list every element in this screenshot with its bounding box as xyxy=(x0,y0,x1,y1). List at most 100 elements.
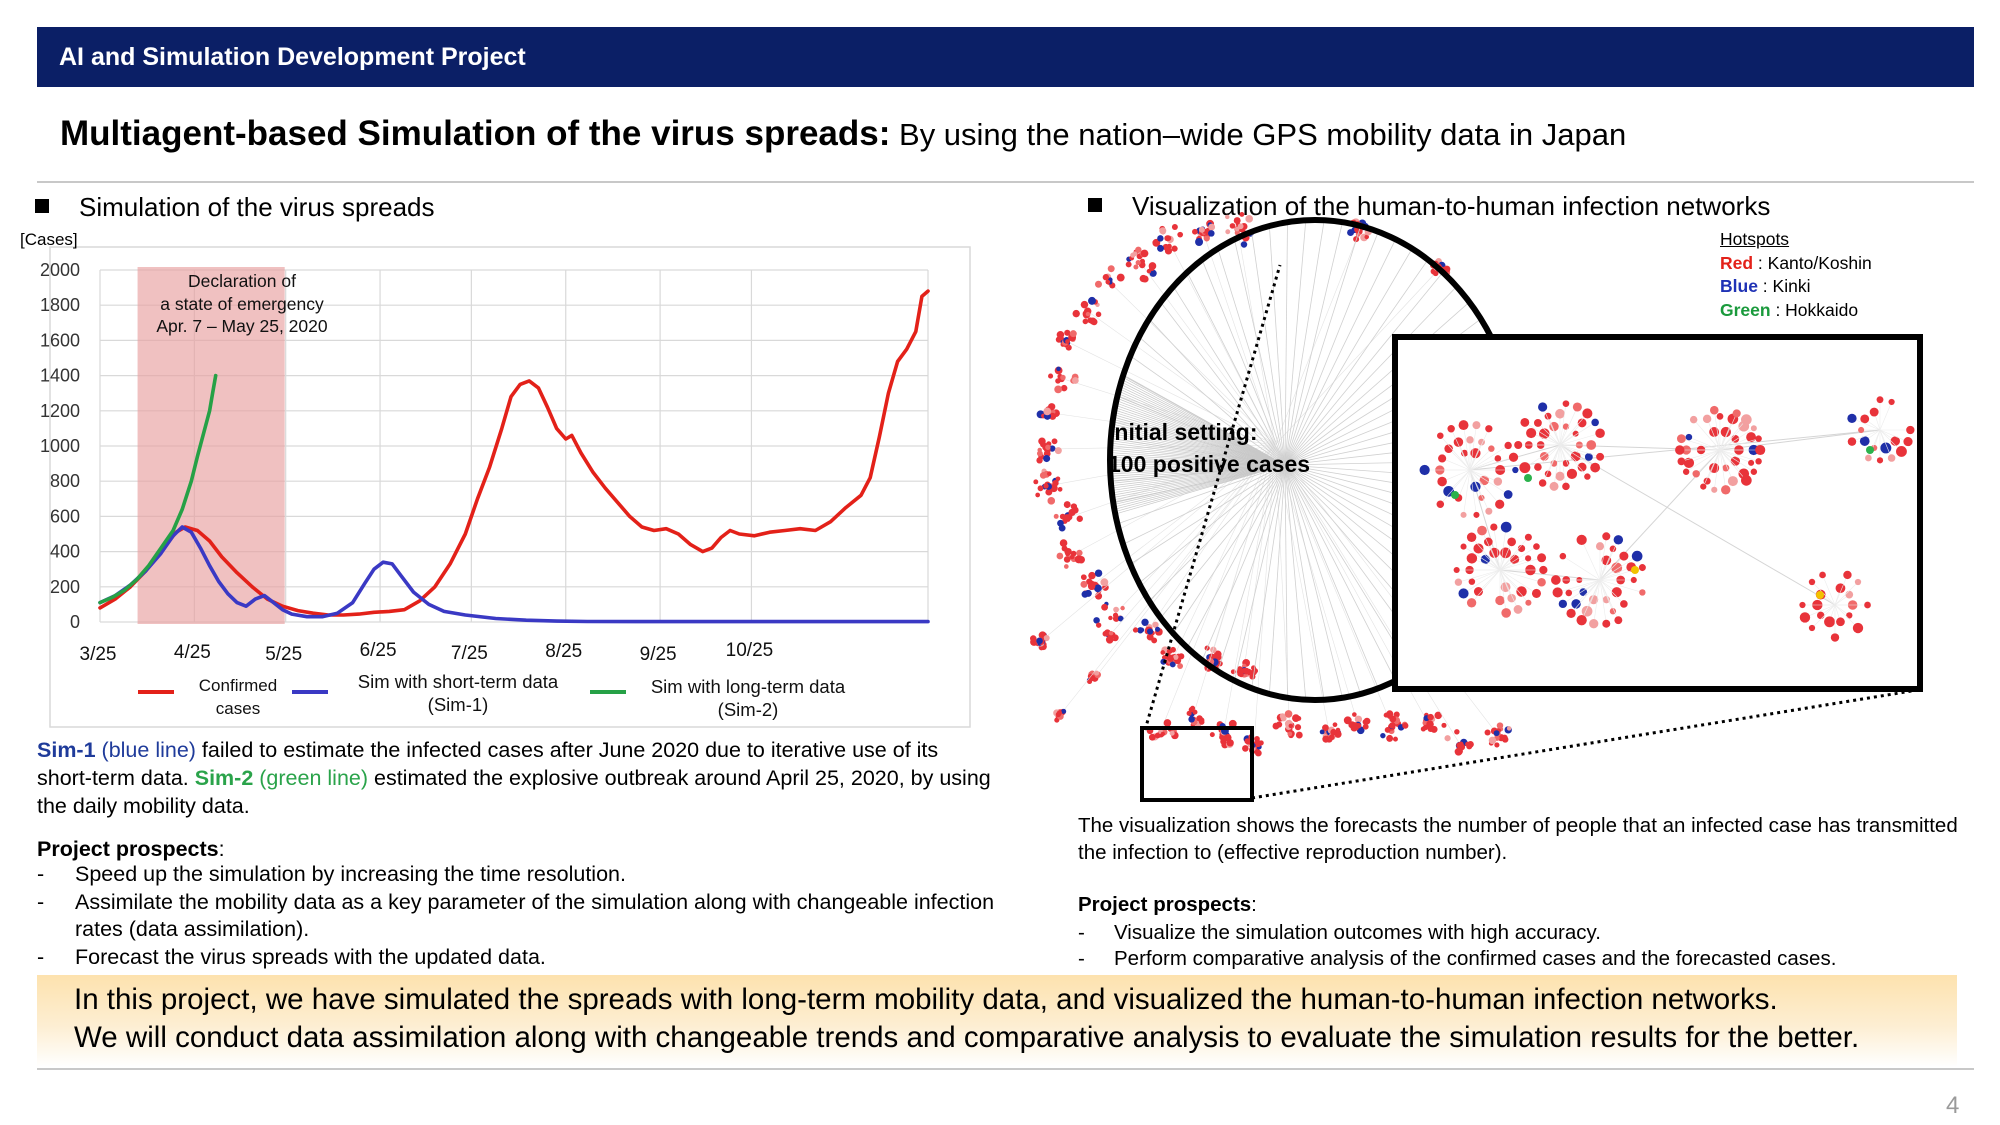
network-link xyxy=(1463,425,1471,471)
network-node xyxy=(1101,603,1109,611)
network-node xyxy=(1295,731,1303,739)
initial-setting-value: 100 positive cases xyxy=(1108,451,1310,477)
x-tick-label: 4/25 xyxy=(174,642,211,663)
spoke-line xyxy=(1284,286,1457,466)
spoke-line xyxy=(1284,301,1470,466)
network-node xyxy=(1059,539,1068,547)
title-divider xyxy=(37,181,1974,183)
network-link xyxy=(1559,422,1583,446)
network-node xyxy=(1682,468,1690,475)
network-node xyxy=(1332,722,1338,728)
network-link xyxy=(1851,418,1881,431)
network-node xyxy=(1085,311,1091,317)
network-node xyxy=(1330,728,1337,736)
network-node xyxy=(1513,605,1523,614)
network-node xyxy=(1226,739,1234,747)
network-node xyxy=(1082,318,1089,325)
network-link xyxy=(1499,569,1507,613)
network-node xyxy=(1577,462,1587,472)
network-node xyxy=(1393,711,1400,718)
network-link xyxy=(1499,569,1601,581)
page-title: Multiagent-based Simulation of the virus… xyxy=(60,114,1626,154)
network-node xyxy=(1451,491,1459,499)
network-node xyxy=(1755,458,1762,465)
right-prospects-list: Visualize the simulation outcomes with h… xyxy=(1078,920,1836,972)
network-link xyxy=(1537,422,1561,446)
network-node xyxy=(1225,214,1230,220)
network-link xyxy=(1559,444,1836,606)
network-node xyxy=(1501,734,1508,741)
network-node xyxy=(1284,710,1293,718)
network-node xyxy=(1570,451,1581,462)
network-node xyxy=(1112,612,1119,618)
network-node xyxy=(1053,513,1059,519)
network-node xyxy=(1090,318,1098,326)
network-node xyxy=(1093,617,1100,624)
network-node xyxy=(1116,273,1125,282)
network-link xyxy=(1568,579,1601,594)
network-link xyxy=(1562,555,1601,581)
network-link xyxy=(1469,458,1498,471)
network-node xyxy=(1454,747,1463,756)
network-node xyxy=(1060,374,1066,381)
sim1-color-note: (blue line) xyxy=(95,738,196,762)
network-node xyxy=(1229,223,1236,229)
network-node xyxy=(1125,261,1132,268)
network-node xyxy=(1496,722,1504,729)
hotspot-color-name: Blue xyxy=(1720,276,1758,296)
network-link xyxy=(1559,444,1588,477)
network-link xyxy=(1499,569,1519,610)
network-link xyxy=(1695,449,1721,475)
network-node xyxy=(1186,710,1192,716)
network-node xyxy=(1799,612,1811,623)
spoke-line xyxy=(1118,398,1286,466)
network-link xyxy=(1685,449,1721,473)
network-node xyxy=(1619,551,1629,561)
network-node xyxy=(1051,438,1058,445)
network-node xyxy=(1746,432,1757,443)
network-link xyxy=(1557,579,1601,593)
page-title-sub: By using the nation–wide GPS mobility da… xyxy=(890,117,1627,152)
network-node xyxy=(1722,464,1730,472)
network-node xyxy=(1577,418,1587,428)
spoke-line xyxy=(1110,464,1286,472)
series-line-1 xyxy=(98,525,930,624)
spoke-line xyxy=(1113,464,1286,503)
network-node xyxy=(1865,454,1872,462)
network-node xyxy=(1159,227,1167,235)
network-node xyxy=(1572,430,1579,437)
network-link xyxy=(1719,449,1747,481)
network-link xyxy=(1066,341,1276,446)
network-link xyxy=(1440,469,1471,505)
spoke-line xyxy=(1114,412,1286,466)
network-node xyxy=(1526,427,1537,439)
network-node xyxy=(1741,414,1752,425)
network-node xyxy=(1685,433,1693,441)
spoke-line xyxy=(1148,318,1286,466)
network-node xyxy=(1177,663,1184,669)
network-link xyxy=(1531,432,1561,446)
network-link xyxy=(1458,469,1471,498)
legend-label-sub: cases xyxy=(216,699,260,718)
network-node xyxy=(1750,468,1758,475)
network-node xyxy=(1533,543,1540,550)
y-tick-label: 200 xyxy=(50,577,80,597)
network-node xyxy=(1233,217,1241,225)
network-link xyxy=(1274,444,1330,734)
network-node xyxy=(1035,492,1041,498)
network-link xyxy=(1469,469,1500,505)
network-node xyxy=(1058,524,1066,532)
spoke-line xyxy=(1251,464,1286,689)
network-node xyxy=(1454,578,1463,586)
network-node xyxy=(1869,407,1879,417)
network-link xyxy=(1553,444,1561,487)
network-node xyxy=(1589,595,1599,605)
network-node xyxy=(1147,628,1154,635)
bullet-square-icon xyxy=(1088,198,1102,213)
network-node xyxy=(1076,515,1083,522)
network-node xyxy=(1506,726,1512,731)
hotspot-color-name: Red xyxy=(1720,252,1754,273)
network-node xyxy=(1683,457,1695,469)
network-link xyxy=(1559,432,1601,446)
network-link xyxy=(1469,456,1514,471)
